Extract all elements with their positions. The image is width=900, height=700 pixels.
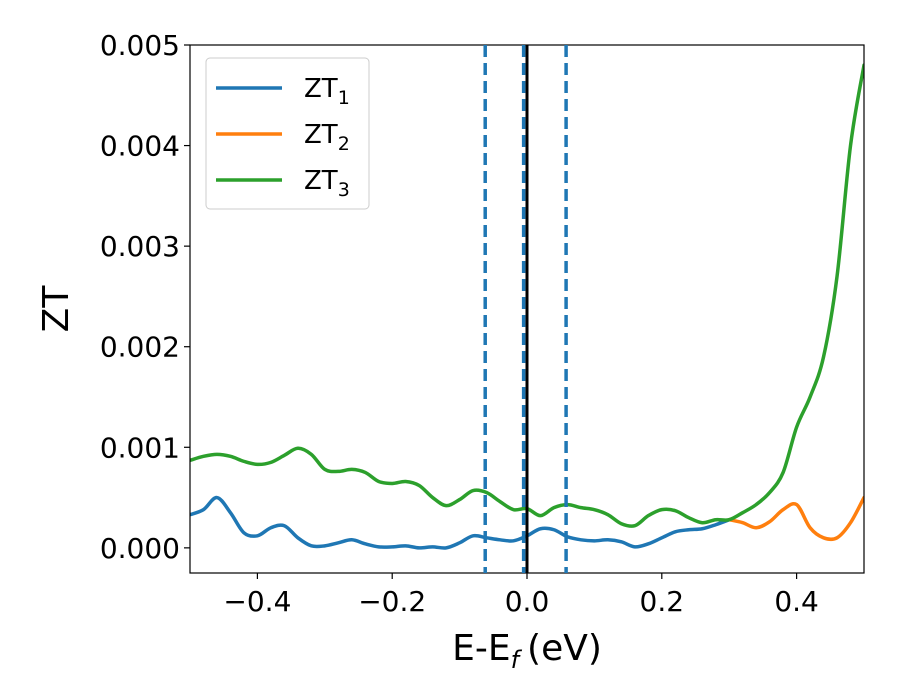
series-group [190,63,864,550]
series-line-zt3 [190,63,864,528]
y-tick-label: 0.003 [100,230,180,263]
y-tick-label: 0.001 [100,431,180,464]
legend-box [205,57,370,210]
y-axis-ticks: 0.000 0.001 0.002 0.003 0.004 0.005 [100,29,190,565]
legend: ZT1 ZT2 ZT3 [205,57,370,210]
legend-label-zt3: ZT3 [304,166,350,201]
y-tick-label: 0.005 [100,29,180,62]
y-tick-label: 0.002 [100,331,180,364]
x-axis-ticks: −0.4 −0.2 0.0 0.2 0.4 [223,573,819,618]
x-tick-label: 0.2 [640,585,685,618]
legend-label-zt2: ZT2 [304,120,350,155]
x-axis-title: E-Ef (eV) [452,628,602,674]
reference-lines [483,45,568,573]
x-tick-label: −0.4 [223,585,291,618]
x-tick-label: 0.0 [505,585,550,618]
series-line-zt1 [190,495,731,550]
x-axis-title-sub: f [511,646,523,674]
y-tick-label: 0.004 [100,130,180,163]
y-tick-label: 0.000 [100,532,180,565]
legend-label-zt1: ZT1 [304,74,350,109]
x-tick-label: −0.2 [358,585,426,618]
x-tick-label: 0.4 [774,585,819,618]
y-axis-title: ZT [36,285,77,333]
series-line-zt2 [727,495,864,542]
